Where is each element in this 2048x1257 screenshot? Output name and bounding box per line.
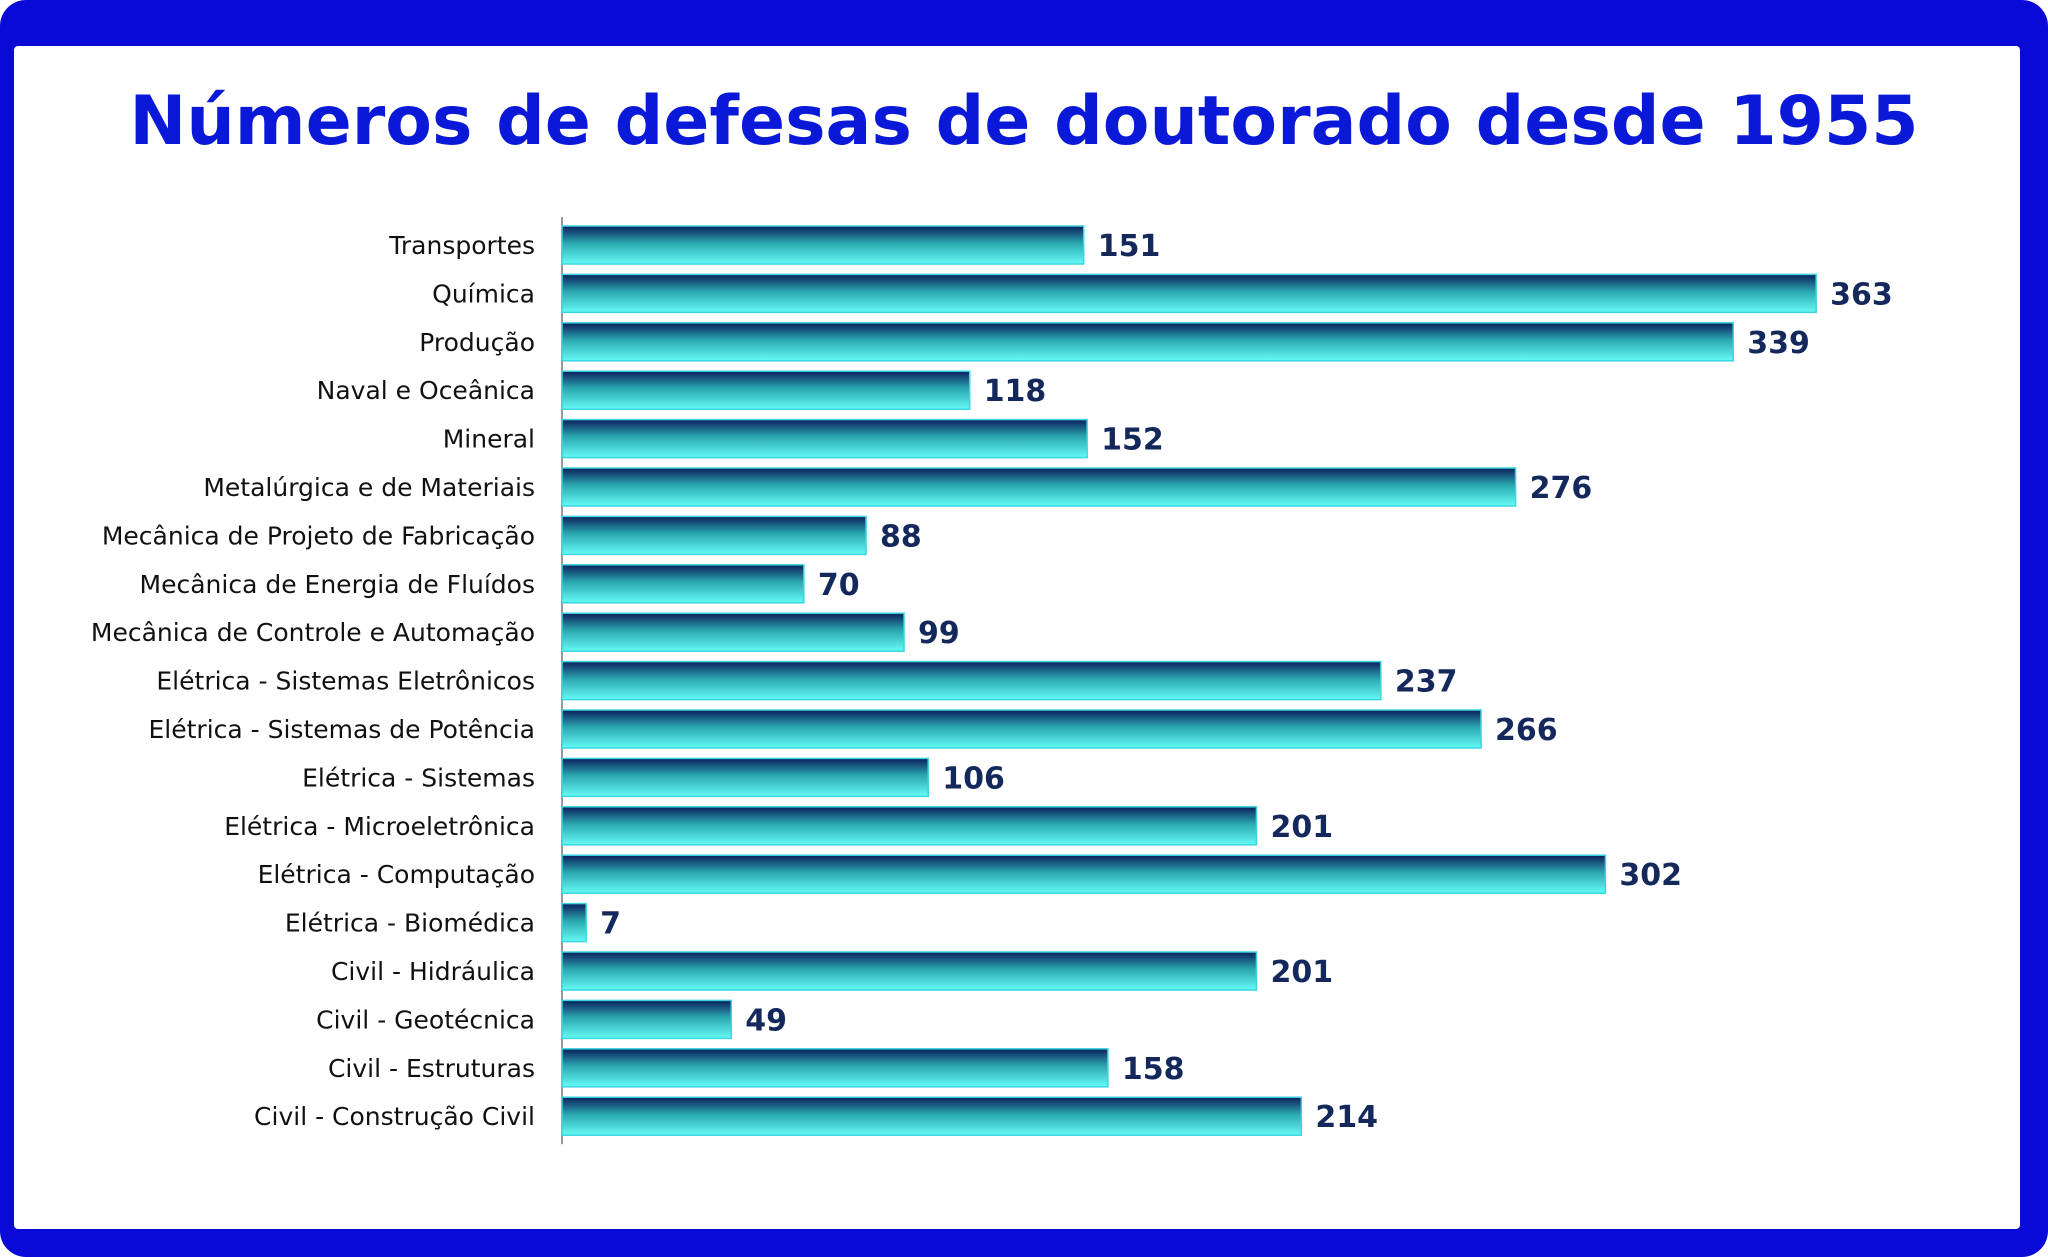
value-label: 266 <box>1495 713 1558 748</box>
category-label: Metalúrgica e de Materiais <box>203 473 535 502</box>
value-label: 158 <box>1122 1052 1185 1087</box>
bar <box>561 902 587 943</box>
value-label: 88 <box>880 519 922 554</box>
bar <box>561 854 1607 894</box>
category-label: Naval e Oceânica <box>317 376 535 405</box>
bar <box>561 951 1258 991</box>
bar <box>561 1096 1303 1136</box>
value-label: 49 <box>745 1003 787 1038</box>
category-label: Elétrica - Computação <box>258 860 535 889</box>
category-label: Elétrica - Sistemas <box>302 763 535 792</box>
value-label: 339 <box>1747 326 1810 361</box>
category-label: Elétrica - Biomédica <box>285 909 535 938</box>
bar <box>561 806 1258 846</box>
bar <box>561 322 1734 362</box>
bar <box>561 709 1482 749</box>
category-label: Mecânica de Controle e Automação <box>91 618 535 647</box>
bar <box>561 418 1088 459</box>
bar <box>561 273 1817 314</box>
value-label: 106 <box>942 761 1005 796</box>
value-label: 151 <box>1098 229 1161 264</box>
bar <box>561 999 733 1040</box>
category-label: Civil - Geotécnica <box>316 1005 535 1034</box>
category-label: Produção <box>419 328 535 357</box>
value-label: 118 <box>984 374 1047 409</box>
category-label: Civil - Construção Civil <box>254 1102 535 1131</box>
value-label: 152 <box>1101 423 1164 458</box>
bar <box>561 612 905 652</box>
category-label: Mecânica de Projeto de Fabricação <box>102 521 535 550</box>
bar <box>561 564 805 604</box>
value-label: 237 <box>1395 665 1458 700</box>
value-label: 214 <box>1315 1100 1378 1135</box>
value-label: 99 <box>918 616 960 651</box>
category-label: Elétrica - Sistemas Eletrônicos <box>156 667 535 696</box>
bar <box>561 515 867 556</box>
category-label: Mineral <box>443 425 535 454</box>
bar <box>561 370 971 410</box>
value-label: 302 <box>1619 858 1682 893</box>
bar <box>561 660 1382 701</box>
value-label: 201 <box>1270 955 1333 990</box>
chart-title: Números de defesas de doutorado desde 19… <box>129 82 1919 161</box>
category-label: Transportes <box>388 231 535 260</box>
value-label: 70 <box>818 568 860 603</box>
category-label: Civil - Hidráulica <box>331 957 535 986</box>
bar <box>561 225 1085 265</box>
bar <box>561 757 929 798</box>
bar <box>561 467 1517 507</box>
value-label: 363 <box>1830 277 1893 312</box>
value-label: 7 <box>600 907 621 942</box>
category-label: Elétrica - Sistemas de Potência <box>148 715 535 744</box>
category-label: Mecânica de Energia de Fluídos <box>140 570 535 599</box>
bar <box>561 1048 1109 1088</box>
category-label: Civil - Estruturas <box>328 1054 535 1083</box>
value-label: 276 <box>1530 471 1593 506</box>
category-label: Elétrica - Microeletrônica <box>224 812 535 841</box>
value-label: 201 <box>1270 810 1333 845</box>
category-label: Química <box>432 279 535 308</box>
